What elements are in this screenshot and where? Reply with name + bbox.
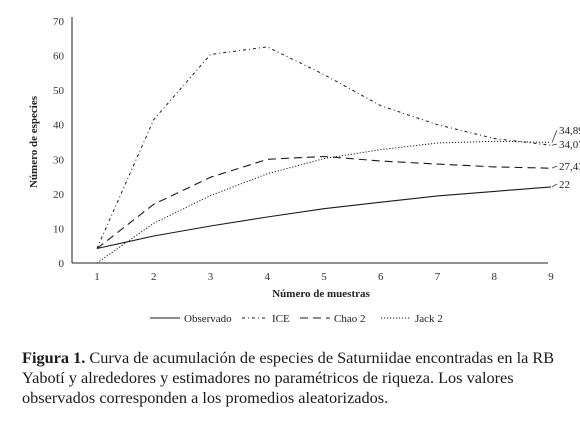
end-label-leader [551, 183, 558, 188]
series-line-ice [96, 46, 552, 249]
y-tick-label: 60 [53, 51, 65, 63]
x-tick-label: 7 [435, 271, 441, 283]
figure-caption: Figura 1. Curva de acumulación de especi… [22, 348, 567, 408]
x-tick-label: 9 [548, 271, 554, 283]
series-line-observado [96, 186, 552, 250]
y-tick-label: 70 [53, 16, 65, 28]
x-tick-label: 5 [321, 271, 327, 283]
y-tick-label: 20 [53, 189, 65, 201]
series-line-jack-2 [96, 140, 552, 264]
x-tick-label: 6 [378, 271, 384, 283]
legend-label: Jack 2 [415, 313, 443, 325]
legend: Observado ICE Chao 2 Jack 2 [150, 313, 443, 325]
y-tick-label: 40 [53, 120, 65, 132]
end-value-label: 22 [559, 179, 570, 191]
y-tick-label: 0 [59, 258, 65, 270]
x-tick-label: 1 [94, 271, 100, 283]
y-tick-label: 10 [53, 223, 65, 235]
end-label-leader [551, 129, 558, 143]
legend-label: Observado [184, 313, 232, 325]
caption-text: Curva de acumulación de especies de Satu… [22, 348, 555, 407]
legend-label: Chao 2 [334, 313, 365, 325]
y-tick-label: 30 [53, 154, 65, 166]
caption-label: Figura 1. [22, 348, 86, 367]
end-label-leader [551, 143, 558, 146]
x-tick-label: 2 [151, 271, 157, 283]
x-axis-label: Número de muestras [272, 288, 370, 300]
end-label-leader [551, 165, 558, 169]
x-tick-label: 8 [492, 271, 498, 283]
x-tick-label: 3 [208, 271, 214, 283]
end-value-label: 34,89 [559, 125, 580, 137]
y-axis-label: Número de especies [28, 95, 40, 188]
species-accumulation-chart: 0 10 20 30 40 50 60 70 1 2 3 4 5 6 7 8 9 Número de espe… [28, 16, 580, 325]
x-tick-label: 4 [265, 271, 271, 283]
legend-label: ICE [272, 313, 290, 325]
end-value-label: 34,07 [559, 139, 580, 151]
y-tick-label: 50 [53, 85, 65, 97]
series-line-chao-2 [96, 155, 552, 249]
end-value-label: 27,43 [559, 161, 580, 173]
